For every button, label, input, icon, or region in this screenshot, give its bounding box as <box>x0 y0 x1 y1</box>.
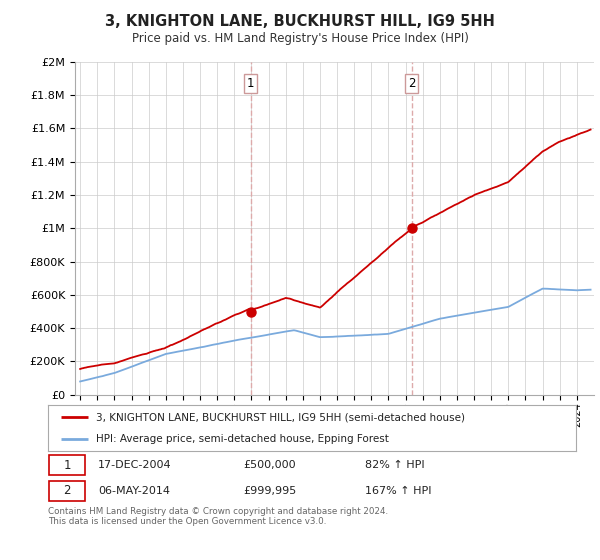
Text: 06-MAY-2014: 06-MAY-2014 <box>98 486 170 496</box>
Text: 1: 1 <box>63 459 71 472</box>
FancyBboxPatch shape <box>49 455 85 475</box>
Text: 82% ↑ HPI: 82% ↑ HPI <box>365 460 424 470</box>
Text: £500,000: £500,000 <box>244 460 296 470</box>
Text: HPI: Average price, semi-detached house, Epping Forest: HPI: Average price, semi-detached house,… <box>95 435 388 444</box>
Text: Contains HM Land Registry data © Crown copyright and database right 2024.
This d: Contains HM Land Registry data © Crown c… <box>48 507 388 526</box>
Text: 1: 1 <box>247 77 254 90</box>
Text: Price paid vs. HM Land Registry's House Price Index (HPI): Price paid vs. HM Land Registry's House … <box>131 32 469 45</box>
Text: 17-DEC-2004: 17-DEC-2004 <box>98 460 172 470</box>
Text: 167% ↑ HPI: 167% ↑ HPI <box>365 486 431 496</box>
Text: 2: 2 <box>63 484 71 497</box>
Text: 3, KNIGHTON LANE, BUCKHURST HILL, IG9 5HH: 3, KNIGHTON LANE, BUCKHURST HILL, IG9 5H… <box>105 14 495 29</box>
FancyBboxPatch shape <box>49 480 85 501</box>
Text: 2: 2 <box>408 77 415 90</box>
Text: 3, KNIGHTON LANE, BUCKHURST HILL, IG9 5HH (semi-detached house): 3, KNIGHTON LANE, BUCKHURST HILL, IG9 5H… <box>95 412 464 422</box>
Text: £999,995: £999,995 <box>244 486 296 496</box>
